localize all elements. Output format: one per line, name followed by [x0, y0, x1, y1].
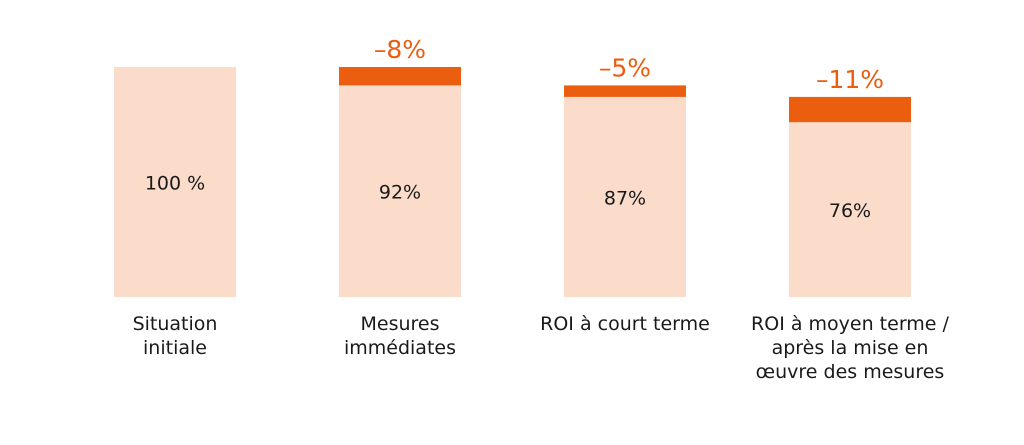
- bar: [339, 85, 461, 298]
- reduction-label: –11%: [816, 65, 884, 94]
- reduction-bar: [564, 85, 686, 97]
- bar-label: 92%: [379, 182, 421, 204]
- bar-label: 76%: [829, 200, 871, 222]
- category-label: Situation initiale: [132, 313, 218, 359]
- reduction-label: –5%: [599, 53, 651, 82]
- category-label: Mesures immédiates: [343, 313, 456, 359]
- bar: [789, 122, 911, 297]
- reduction-bar: [789, 96, 911, 123]
- bar-label: 87%: [604, 187, 646, 209]
- bar-label: 100 %: [145, 173, 205, 195]
- bar: [114, 67, 236, 297]
- bar: [564, 96, 686, 298]
- category-label: ROI à moyen terme / après la mise en œuv…: [751, 313, 949, 383]
- category-label: ROI à court terme: [540, 313, 710, 335]
- reduction-bar: [339, 67, 461, 86]
- reduction-label: –8%: [374, 35, 426, 64]
